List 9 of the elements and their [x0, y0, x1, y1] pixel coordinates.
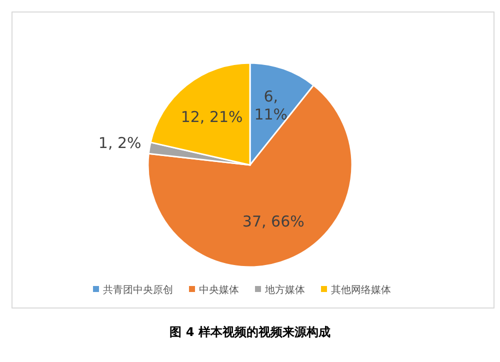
data-label: 1, 2%: [98, 134, 142, 152]
legend-label: 共青团中央原创: [103, 284, 173, 296]
legend-label: 其他网络媒体: [331, 284, 391, 296]
data-label: 37, 66%: [242, 212, 304, 231]
legend-label: 地方媒体: [264, 284, 305, 296]
caption: 图 4 样本视频的视频来源构成: [170, 325, 330, 339]
data-label: 6, 11%: [254, 87, 288, 124]
legend-label: 中央媒体: [199, 284, 239, 296]
data-label: 12, 21%: [180, 108, 243, 126]
